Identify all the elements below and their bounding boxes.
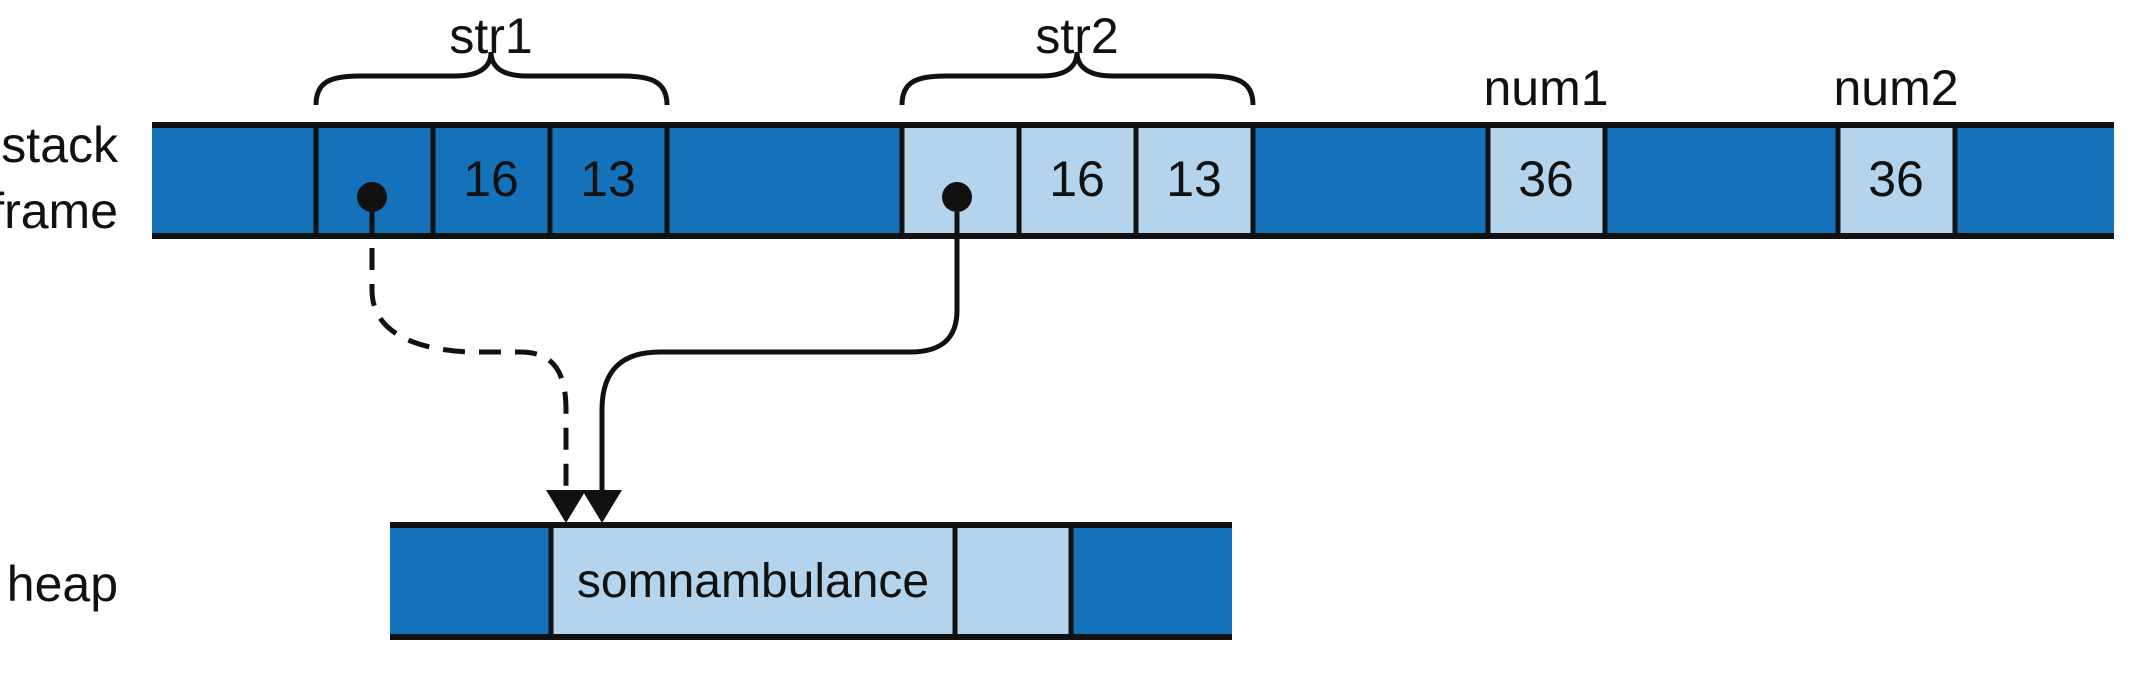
stack-dividers bbox=[313, 125, 1958, 236]
str2-pointer-cell bbox=[902, 125, 1019, 236]
str1-capacity-cell bbox=[433, 125, 550, 236]
heap-string-buffer bbox=[551, 525, 955, 637]
str2-capacity-cell bbox=[1019, 125, 1136, 236]
str2-length-value: 13 bbox=[1166, 151, 1222, 207]
str2-capacity-value: 16 bbox=[1049, 151, 1105, 207]
str2-length-cell bbox=[1136, 125, 1253, 236]
str2-brace-group: str2 bbox=[899, 8, 1256, 106]
str1-brace-group: str1 bbox=[313, 8, 670, 106]
str1-arrowhead bbox=[546, 490, 586, 523]
stack-frame-bar: 16 13 16 13 36 36 bbox=[152, 122, 2114, 239]
frame-label-line2: frame bbox=[0, 183, 118, 239]
heap-bar: somnambulance bbox=[390, 522, 1232, 640]
str2-arrowhead bbox=[582, 490, 622, 523]
str1-length-cell bbox=[550, 125, 667, 236]
stack-label-line1: stack bbox=[1, 117, 119, 173]
str1-brace bbox=[313, 51, 670, 106]
str1-length-value: 13 bbox=[580, 151, 636, 207]
str1-pointer-dot bbox=[357, 182, 387, 212]
num2-value: 36 bbox=[1868, 151, 1924, 207]
str1-pointer-arrow-dashed bbox=[369, 212, 569, 490]
str2-brace bbox=[899, 51, 1256, 106]
num2-cell bbox=[1838, 125, 1955, 236]
str2-pointer-dot bbox=[942, 182, 972, 212]
heap-dividers bbox=[548, 525, 1074, 637]
str2-label: str2 bbox=[1035, 8, 1118, 64]
str1-label: str1 bbox=[449, 8, 532, 64]
num1-cell bbox=[1488, 125, 1605, 236]
num2-label: num2 bbox=[1833, 60, 1958, 116]
heap-string-text: somnambulance bbox=[577, 555, 929, 608]
heap-label: heap bbox=[7, 556, 118, 612]
num1-label: num1 bbox=[1483, 60, 1608, 116]
heap-spare-capacity bbox=[955, 525, 1071, 637]
str2-pointer-arrow-solid bbox=[599, 212, 960, 490]
num1-value: 36 bbox=[1518, 151, 1574, 207]
str1-capacity-value: 16 bbox=[463, 151, 519, 207]
